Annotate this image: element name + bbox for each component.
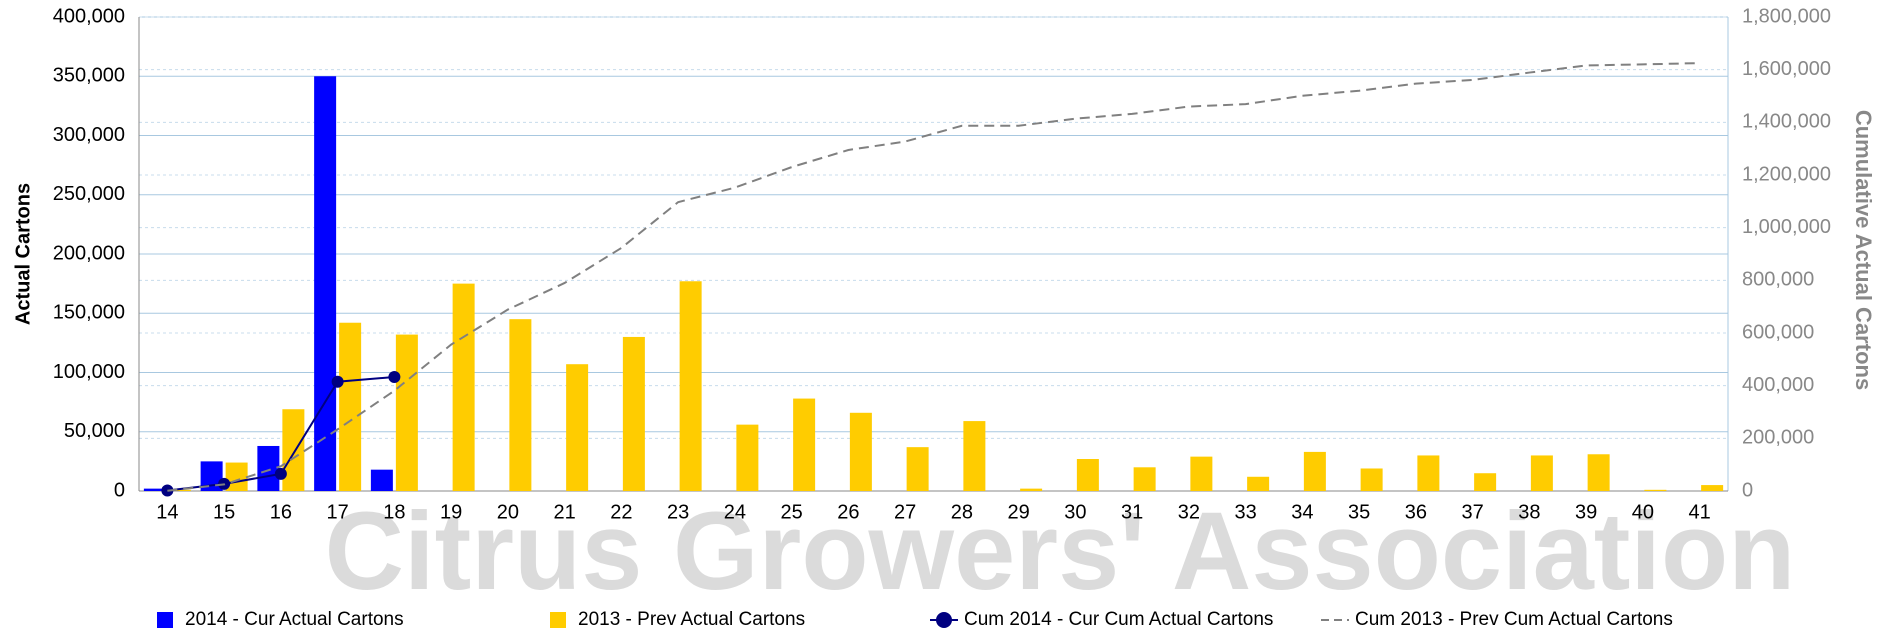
bar — [370, 469, 393, 491]
bar — [1076, 459, 1099, 491]
x-tick-label: 34 — [1291, 501, 1313, 523]
y-tick-label: 250,000 — [53, 183, 125, 205]
y-tick-label: 350,000 — [53, 65, 125, 87]
x-tick-label: 22 — [610, 501, 632, 523]
x-tick-label: 17 — [327, 501, 349, 523]
bar — [793, 398, 816, 491]
bar — [1190, 456, 1213, 491]
x-tick-label: 19 — [440, 501, 462, 523]
marker — [331, 375, 344, 388]
x-tick-label: 15 — [213, 501, 235, 523]
y2-tick-label: 200,000 — [1742, 427, 1814, 449]
bar — [282, 409, 305, 491]
y2-tick-label: 400,000 — [1742, 374, 1814, 396]
bar — [906, 447, 929, 491]
bar — [1020, 488, 1043, 491]
bar — [452, 283, 475, 491]
x-tick-label: 21 — [554, 501, 576, 523]
x-tick-label: 33 — [1235, 501, 1257, 523]
x-tick-label: 27 — [894, 501, 916, 523]
y2-tick-label: 1,400,000 — [1742, 111, 1831, 133]
bar — [963, 421, 986, 491]
legend-marker — [936, 612, 952, 628]
bar — [849, 412, 872, 491]
x-tick-label: 37 — [1462, 501, 1484, 523]
x-tick-label: 14 — [156, 501, 178, 523]
bar — [314, 76, 337, 491]
bar — [1530, 455, 1553, 491]
bar — [679, 281, 702, 491]
y-axis-title: Actual Cartons — [12, 183, 34, 325]
legend-label: Cum 2014 - Cur Cum Actual Cartons — [964, 609, 1273, 630]
bar — [257, 445, 280, 491]
legend-label: 2013 - Prev Actual Cartons — [578, 609, 805, 630]
marker — [274, 467, 287, 480]
x-tick-label: 41 — [1689, 501, 1711, 523]
bar — [1587, 454, 1610, 491]
x-tick-label: 26 — [837, 501, 859, 523]
watermark: Citrus Growers' Association — [325, 490, 1796, 613]
y-tick-label: 150,000 — [53, 302, 125, 324]
y2-tick-label: 1,600,000 — [1742, 58, 1831, 80]
x-tick-label: 29 — [1008, 501, 1030, 523]
y-tick-label: 50,000 — [64, 420, 125, 442]
legend-label: Cum 2013 - Prev Cum Actual Cartons — [1355, 609, 1673, 630]
bar — [1644, 489, 1667, 491]
bar — [1417, 455, 1440, 491]
x-tick-label: 32 — [1178, 501, 1200, 523]
bar — [200, 461, 223, 491]
bar — [1701, 485, 1724, 491]
legend-swatch — [157, 612, 173, 628]
y2-tick-label: 0 — [1742, 479, 1753, 501]
y2-tick-label: 1,000,000 — [1742, 216, 1831, 238]
bar — [339, 322, 362, 491]
x-tick-label: 20 — [497, 501, 519, 523]
legend-swatch — [550, 612, 566, 628]
x-tick-label: 31 — [1121, 501, 1143, 523]
x-tick-label: 24 — [724, 501, 746, 523]
y-tick-label: 0 — [114, 479, 125, 501]
y-tick-label: 400,000 — [53, 5, 125, 27]
bar — [143, 488, 166, 491]
x-tick-label: 18 — [383, 501, 405, 523]
x-tick-label: 36 — [1405, 501, 1427, 523]
bar — [225, 462, 248, 491]
bar — [1360, 468, 1383, 491]
x-tick-label: 23 — [667, 501, 689, 523]
x-tick-label: 35 — [1348, 501, 1370, 523]
y-tick-label: 100,000 — [53, 361, 125, 383]
y2-tick-label: 800,000 — [1742, 269, 1814, 291]
legend-label: 2014 - Cur Actual Cartons — [185, 609, 404, 630]
y2-tick-label: 1,800,000 — [1742, 5, 1831, 27]
bar — [1303, 451, 1326, 491]
x-tick-label: 28 — [951, 501, 973, 523]
bar — [1133, 467, 1156, 491]
x-tick-label: 39 — [1575, 501, 1597, 523]
x-tick-label: 38 — [1518, 501, 1540, 523]
y2-axis-title: Cumulative Actual Cartons — [1851, 110, 1876, 390]
bar — [736, 424, 759, 491]
bar — [168, 489, 191, 491]
bar — [509, 319, 532, 491]
bar — [622, 336, 645, 491]
line — [167, 62, 1700, 492]
bar — [1474, 473, 1497, 491]
bar — [1247, 476, 1270, 491]
y2-tick-label: 1,200,000 — [1742, 163, 1831, 185]
bar — [395, 334, 418, 491]
x-tick-label: 40 — [1632, 501, 1654, 523]
x-tick-label: 16 — [270, 501, 292, 523]
y2-tick-label: 600,000 — [1742, 321, 1814, 343]
marker — [388, 370, 401, 383]
bar — [566, 364, 589, 491]
x-tick-label: 30 — [1064, 501, 1086, 523]
y-tick-label: 300,000 — [53, 124, 125, 146]
x-tick-label: 25 — [781, 501, 803, 523]
y-tick-label: 200,000 — [53, 242, 125, 264]
